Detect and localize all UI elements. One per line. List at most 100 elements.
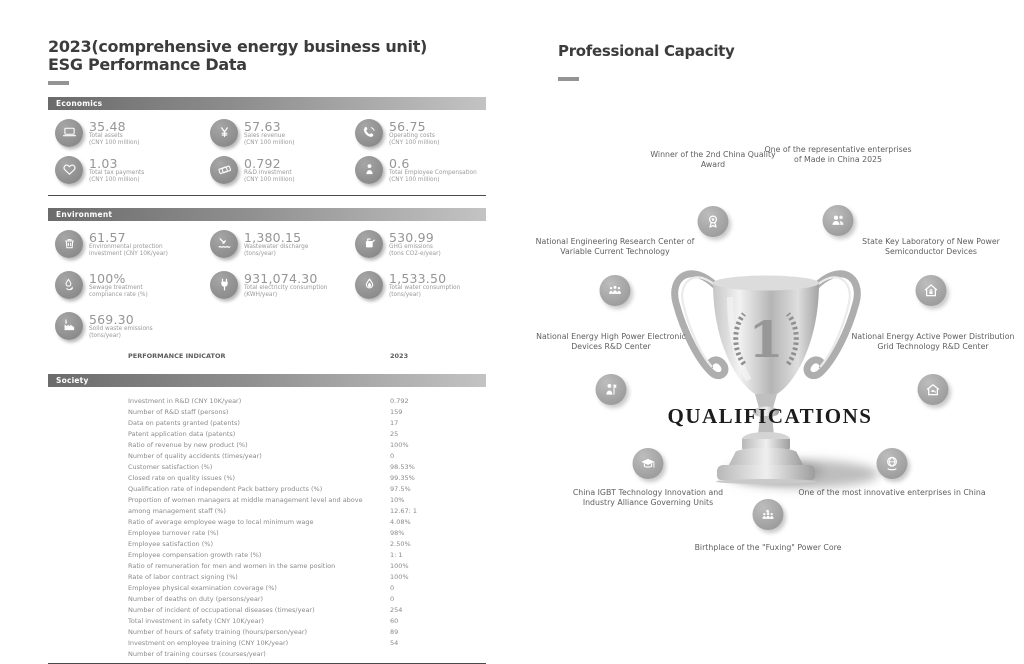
metric-text: 0.6 Total Employee Compensation (CNY 100…: [389, 156, 477, 189]
indicator-value: 0.792: [390, 396, 409, 405]
table-row: Number of deaths on duty (persons/year) …: [48, 594, 486, 605]
indicator-label: Employee turnover rate (%): [128, 528, 219, 537]
table-row: Number of quality accidents (times/year)…: [48, 451, 486, 462]
wastewater-icon: [210, 229, 238, 258]
crowd-icon: [599, 275, 631, 306]
medal-icon: [697, 206, 729, 237]
table-header-indicator: PERFORMANCE INDICATOR: [128, 351, 226, 360]
table-row: Total investment in safety (CNY 10K/year…: [48, 616, 486, 627]
table-row: Rate of labor contract signing (%) 100%: [48, 572, 486, 583]
metric-label: Sewage treatment: [89, 284, 143, 291]
page-title-line2: ESG Performance Data: [48, 55, 247, 74]
trash-icon: [55, 229, 83, 258]
metric-card: 1,380.15 Wastewater discharge (tons/year…: [210, 229, 355, 267]
person-icon: [355, 155, 383, 184]
section-label: Environment: [56, 209, 113, 219]
indicator-label: among management staff (%): [128, 506, 226, 515]
indicator-label: Number of deaths on duty (persons/year): [128, 594, 264, 603]
divider: [48, 662, 486, 664]
metric-text: 1,380.15 Wastewater discharge (tons/year…: [244, 230, 308, 267]
professional-capacity-page: Professional Capacity: [536, 38, 1015, 648]
indicator-value: 99.35%: [390, 473, 415, 482]
metric-text: 1,533.50 Total water consumption (tons/y…: [389, 271, 460, 308]
metric-unit: compliance rate (%): [89, 292, 148, 298]
section-header-environment: Environment: [48, 207, 486, 221]
indicator-value: 0: [390, 594, 395, 603]
trophy-image: 1: [671, 270, 879, 488]
metric-unit: (CNY 100 million): [89, 177, 140, 183]
metric-card: 530.99 GHG emissions (tons CO2-e/year): [355, 229, 493, 267]
yen-card-icon: [210, 118, 238, 147]
metric-value: 530.99: [389, 229, 434, 245]
team-icon: [822, 205, 854, 236]
table-row: Number of training courses (courses/year…: [48, 649, 486, 660]
home-lock-icon: [915, 275, 947, 306]
indicator-value: 100%: [390, 440, 409, 449]
metric-value: 56.75: [389, 118, 426, 134]
trophy-handle-left: [671, 270, 729, 380]
section-label: Economics: [56, 98, 103, 108]
metric-text: 931,074.30 Total electricity consumption…: [244, 271, 327, 308]
metric-label: Sales revenue: [244, 132, 286, 139]
person-flag-icon: [595, 374, 627, 405]
indicator-value: 100%: [390, 572, 409, 581]
metric-value: 100%: [89, 270, 126, 286]
metric-label: Operating costs: [389, 132, 435, 139]
indicator-value: 159: [390, 407, 403, 416]
metric-text: 569.30 Solid waste emissions (tons/year): [89, 312, 153, 349]
metric-card: 100% Sewage treatment compliance rate (%…: [55, 270, 210, 308]
table-row: Ratio of remuneration for men and women …: [48, 561, 486, 572]
metric-label: Wastewater discharge: [244, 243, 309, 250]
indicator-label: Customer satisfaction (%): [128, 462, 213, 471]
metric-label: Total assets: [89, 132, 123, 139]
globe-hand-icon: [876, 448, 908, 479]
table-header-year: 2023: [390, 351, 409, 360]
metric-card: 61.57 Environmental protection investmen…: [55, 229, 210, 267]
indicator-value: 0: [390, 451, 395, 460]
indicator-value: 89: [390, 627, 399, 636]
qualifications-watermark: QUALIFICATIONS: [667, 404, 873, 428]
laptop-icon: [55, 118, 83, 147]
indicator-label: Closed rate on quality issues (%): [128, 473, 236, 482]
indicator-label: Employee physical examination coverage (…: [128, 583, 277, 592]
water-recycle-icon: [55, 270, 83, 299]
page-title: Professional Capacity: [558, 42, 735, 60]
indicator-label: Ratio of average employee wage to local …: [128, 517, 314, 526]
indicator-value: 100%: [390, 561, 409, 570]
indicator-value: 12.67: 1: [390, 506, 417, 515]
metric-label: Environmental protection: [89, 243, 163, 250]
society-table: Investment in R&D (CNY 10K/year) 0.792 N…: [48, 396, 486, 660]
indicator-value: 60: [390, 616, 399, 625]
metric-value: 569.30: [89, 311, 134, 327]
indicator-value: 0: [390, 583, 395, 592]
metric-card: 569.30 Solid waste emissions (tons/year): [55, 311, 210, 349]
table-row: Employee compensation growth rate (%) 1:…: [48, 550, 486, 561]
metric-unit: (CNY 100 million): [389, 177, 440, 183]
metric-unit: (CNY 100 million): [389, 140, 440, 146]
indicator-label: Employee satisfaction (%): [128, 539, 213, 548]
metric-unit: (tons/year): [389, 292, 421, 298]
metric-unit: (tons CO2-e/year): [389, 251, 441, 257]
metric-unit: (CNY 100 million): [89, 140, 140, 146]
metric-card: 56.75 Operating costs (CNY 100 million): [355, 118, 493, 152]
indicator-value: 98.53%: [390, 462, 415, 471]
indicator-label: Data on patents granted (patents): [128, 418, 240, 427]
table-row: Ratio of average employee wage to local …: [48, 517, 486, 528]
table-row: Closed rate on quality issues (%) 99.35%: [48, 473, 486, 484]
plug-icon: [210, 270, 238, 299]
indicator-value: 17: [390, 418, 399, 427]
table-row: Number of hours of safety training (hour…: [48, 627, 486, 638]
banknotes-icon: [210, 155, 238, 184]
phone-icon: [355, 118, 383, 147]
factory-icon: [55, 311, 83, 340]
metric-unit: (KWH/year): [244, 292, 278, 298]
trophy-stem: [755, 394, 777, 408]
economics-cards: 35.48 Total assets (CNY 100 million) 57.…: [48, 118, 486, 189]
section-header-economics: Economics: [48, 96, 486, 110]
heart-icon: [55, 155, 83, 184]
section-label: Society: [56, 375, 89, 385]
metric-value: 931,074.30: [244, 270, 318, 286]
page-title-line1: 2023(comprehensive energy business unit): [48, 37, 428, 56]
section-header-society: Society: [48, 373, 486, 387]
table-row: Employee satisfaction (%) 2.50%: [48, 539, 486, 550]
